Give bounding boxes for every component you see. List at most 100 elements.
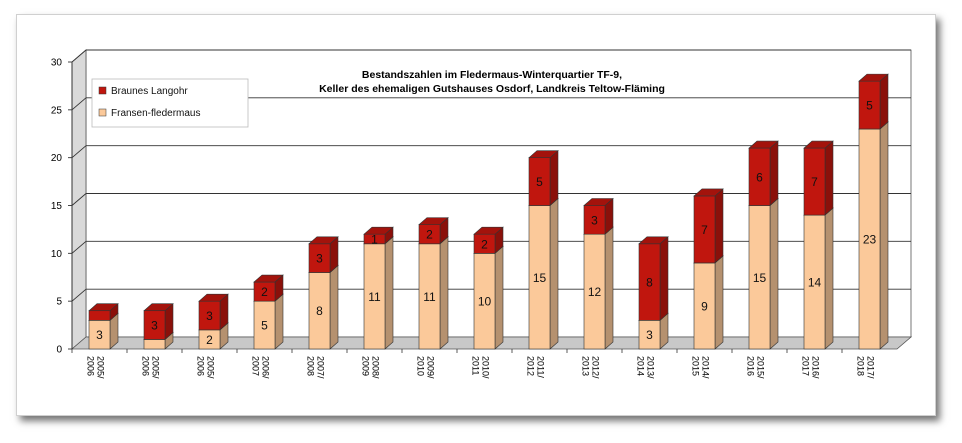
bar-segment bbox=[253, 274, 284, 302]
x-tick-label-line: 2011 bbox=[471, 356, 481, 375]
bar-top bbox=[858, 73, 889, 82]
bar-side bbox=[879, 121, 889, 350]
bar-side bbox=[329, 264, 339, 350]
data-label: 2 bbox=[261, 285, 268, 299]
x-tick-label-line: 2016/ bbox=[811, 356, 821, 379]
bar-side bbox=[274, 293, 284, 350]
bar-side bbox=[494, 245, 504, 350]
x-tick-label: 2005/2006 bbox=[196, 356, 216, 379]
x-tick-label-line: 2006/ bbox=[261, 356, 271, 379]
bar-top bbox=[253, 274, 284, 283]
x-tick-label-line: 2005/ bbox=[96, 356, 106, 379]
y-tick-label: 15 bbox=[51, 201, 63, 212]
data-label: 3 bbox=[151, 319, 158, 333]
legend-swatch bbox=[98, 86, 107, 95]
x-tick-label-line: 2009/ bbox=[426, 356, 436, 379]
data-label: 5 bbox=[536, 175, 543, 189]
gridline-side bbox=[71, 145, 87, 159]
x-tick-label-line: 2007/ bbox=[316, 356, 326, 379]
bar-top bbox=[198, 293, 229, 302]
gridline-side bbox=[71, 193, 87, 206]
bar-side bbox=[824, 207, 834, 350]
data-label: 7 bbox=[701, 223, 708, 237]
data-label: 23 bbox=[863, 232, 877, 246]
bar-side bbox=[659, 236, 669, 321]
data-label: 11 bbox=[423, 290, 436, 304]
x-tick-label-line: 2008 bbox=[306, 356, 316, 376]
data-label: 3 bbox=[316, 252, 323, 266]
x-tick-label: 2014/2015 bbox=[691, 356, 711, 379]
x-tick-label-line: 2006 bbox=[86, 356, 96, 376]
bar-side bbox=[604, 226, 614, 350]
x-tick-label-line: 2014 bbox=[636, 356, 646, 376]
bar-top bbox=[363, 226, 394, 235]
bar-segment bbox=[803, 140, 834, 216]
bar-segment bbox=[143, 303, 174, 341]
y-tick-label: 10 bbox=[51, 249, 63, 260]
bar-segment bbox=[858, 73, 889, 130]
x-tick-label: 2010/2011 bbox=[471, 356, 491, 379]
x-tick-label-line: 2005/ bbox=[151, 356, 161, 379]
x-tick-label: 2017/2018 bbox=[856, 356, 876, 379]
data-label: 11 bbox=[368, 290, 381, 304]
bar-side bbox=[439, 236, 449, 350]
x-tick-label-line: 2014/ bbox=[701, 356, 711, 379]
x-tick-label-line: 2013/ bbox=[646, 356, 656, 379]
bar-top bbox=[528, 150, 559, 158]
x-tick-label: 2009/2010 bbox=[416, 356, 436, 379]
bar-side bbox=[714, 255, 724, 350]
data-label: 5 bbox=[261, 319, 268, 333]
bar-segment bbox=[693, 255, 724, 350]
x-tick-label-line: 2012/ bbox=[591, 356, 601, 379]
y-tick-label: 0 bbox=[56, 345, 62, 356]
x-tick-label-line: 2017 bbox=[801, 356, 811, 376]
gridline-side bbox=[71, 240, 87, 254]
x-tick-label: 2012/2013 bbox=[581, 356, 601, 379]
data-label: 8 bbox=[646, 276, 653, 290]
x-tick-label: 2007/2008 bbox=[306, 356, 326, 379]
bar-top bbox=[473, 226, 504, 235]
x-tick-label: 2005/2006 bbox=[141, 356, 161, 379]
data-label: 3 bbox=[206, 309, 213, 323]
gridline-side bbox=[71, 97, 87, 111]
x-tick-label-line: 2005/ bbox=[206, 356, 216, 379]
data-label: 15 bbox=[533, 271, 547, 285]
bar-segment bbox=[198, 293, 229, 331]
x-tick-label-line: 2012 bbox=[526, 356, 536, 376]
bar-side bbox=[824, 140, 834, 216]
chart-frame: 0 5 10 15 20 25 30 3 3 2 3 5 2 8 3 11 1 11 2 10 2 15 5 12 3 3 8 9 7… bbox=[16, 14, 936, 416]
bar-segment bbox=[748, 140, 779, 207]
bar-segment bbox=[308, 264, 339, 350]
chart-title-line2: Keller des ehemaligen Gutshauses Osdorf,… bbox=[319, 83, 665, 95]
bar-segment bbox=[583, 197, 614, 235]
data-label: 2 bbox=[206, 333, 213, 347]
y-tick-label: 5 bbox=[56, 297, 62, 308]
data-label: 12 bbox=[588, 285, 602, 299]
x-tick-label-line: 2016 bbox=[746, 356, 756, 376]
x-tick-label: 2008/2009 bbox=[361, 356, 381, 379]
data-label: 5 bbox=[866, 99, 873, 113]
x-tick-label-line: 2009 bbox=[361, 356, 371, 376]
bar-side bbox=[714, 188, 724, 264]
bar-segment bbox=[528, 197, 559, 350]
bar-side bbox=[549, 150, 559, 207]
gridline-side bbox=[71, 288, 87, 302]
data-label: 3 bbox=[646, 328, 653, 342]
bar-segment bbox=[693, 188, 724, 264]
bar-front bbox=[143, 339, 166, 350]
bar-segment bbox=[308, 236, 339, 274]
data-label: 1 bbox=[371, 232, 378, 246]
chart-title-line1: Bestandszahlen im Fledermaus-Winterquart… bbox=[362, 69, 622, 81]
bar-side bbox=[769, 197, 779, 350]
data-label: 2 bbox=[481, 237, 488, 251]
data-label: 8 bbox=[316, 304, 323, 318]
bar-segment bbox=[88, 303, 119, 321]
x-tick-label-line: 2006 bbox=[141, 356, 151, 376]
x-tick-label: 2013/2014 bbox=[636, 356, 656, 379]
bar-segment bbox=[528, 150, 559, 207]
legend-label: Braunes Langohr bbox=[111, 86, 188, 97]
bar-segment bbox=[418, 216, 449, 245]
data-label: 9 bbox=[701, 299, 708, 313]
data-label: 10 bbox=[478, 295, 492, 309]
